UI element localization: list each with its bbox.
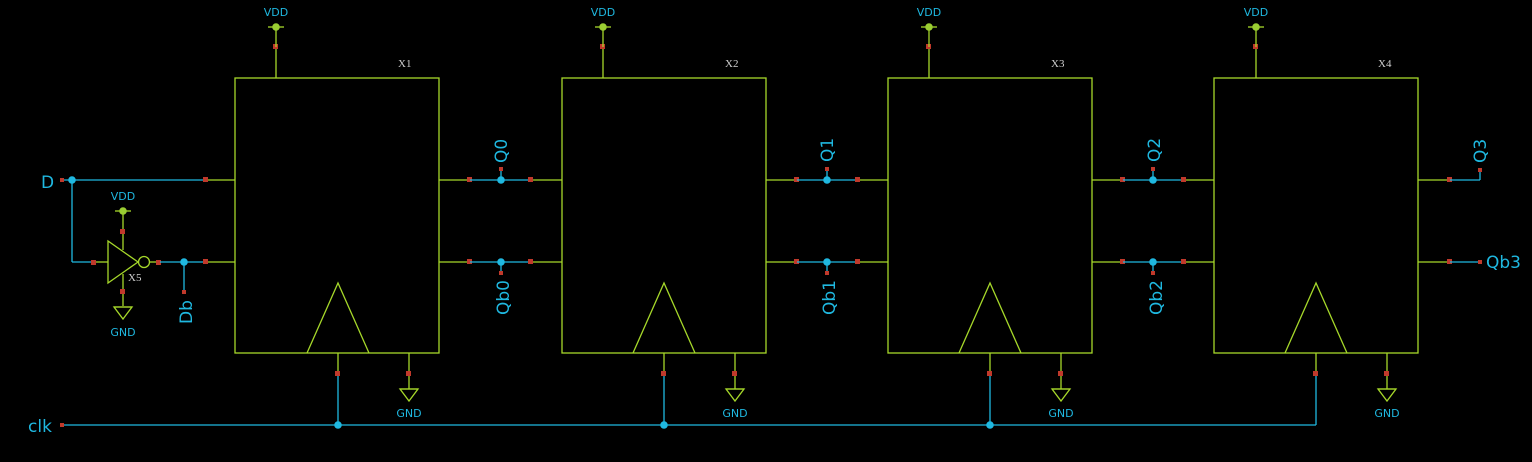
gnd-label-x4: GND <box>1374 407 1399 420</box>
vdd-label-x3: VDD <box>917 6 941 19</box>
inverter-instance-label: X5 <box>128 272 142 284</box>
vdd-label-x4: VDD <box>1244 6 1268 19</box>
flipflop-x1 <box>203 44 472 389</box>
inverter-x5 <box>91 212 161 306</box>
q2-label: Q2 <box>1145 138 1165 162</box>
qb3-label: Qb3 <box>1486 253 1521 273</box>
gnd-label-x5: GND <box>110 326 135 339</box>
qb0-net <box>470 258 531 275</box>
gnd-symbol-x1 <box>398 388 420 403</box>
qb1-net <box>797 258 858 275</box>
db-label: Db <box>177 300 197 324</box>
qb2-net <box>1123 258 1184 275</box>
d-label: D <box>41 173 54 193</box>
d-net <box>60 176 206 263</box>
clk-net <box>60 374 1317 429</box>
instance-label-x2: X2 <box>725 58 738 70</box>
q0-net <box>470 167 531 184</box>
q1-label: Q1 <box>818 138 838 162</box>
q1-net <box>797 167 858 184</box>
db-net <box>160 258 206 294</box>
qb0-label: Qb0 <box>494 280 514 315</box>
q2-net <box>1123 167 1184 184</box>
flipflop-x3 <box>855 44 1125 389</box>
qb3-net <box>1450 260 1482 264</box>
qb1-label: Qb1 <box>820 280 840 315</box>
gnd-label-x1: GND <box>396 407 421 420</box>
q3-label: Q3 <box>1471 139 1491 163</box>
gnd-symbol-x3 <box>1050 388 1072 403</box>
vdd-symbol-x3 <box>921 23 937 47</box>
clk-label: clk <box>28 417 52 437</box>
gnd-symbol-x5 <box>112 306 134 321</box>
q3-net <box>1450 168 1482 181</box>
vdd-symbol-x4 <box>1248 23 1264 47</box>
gnd-symbol-x4 <box>1376 388 1398 403</box>
vdd-label-x5: VDD <box>111 190 135 203</box>
instance-label-x3: X3 <box>1051 58 1065 70</box>
vdd-label-x2: VDD <box>591 6 615 19</box>
vdd-symbol-x1 <box>268 23 284 47</box>
vdd-symbol-x2 <box>595 23 611 47</box>
qb2-label: Qb2 <box>1147 280 1167 315</box>
instance-label-x4: X4 <box>1378 58 1392 70</box>
vdd-label-x1: VDD <box>264 6 288 19</box>
gnd-label-x2: GND <box>722 407 747 420</box>
vdd-symbol-x5 <box>115 207 131 215</box>
gnd-symbol-x2 <box>724 388 746 403</box>
q0-label: Q0 <box>492 139 512 163</box>
flipflop-x2 <box>528 44 799 389</box>
flipflop-x4 <box>1181 44 1452 389</box>
gnd-label-x3: GND <box>1048 407 1073 420</box>
instance-label-x1: X1 <box>398 58 411 70</box>
